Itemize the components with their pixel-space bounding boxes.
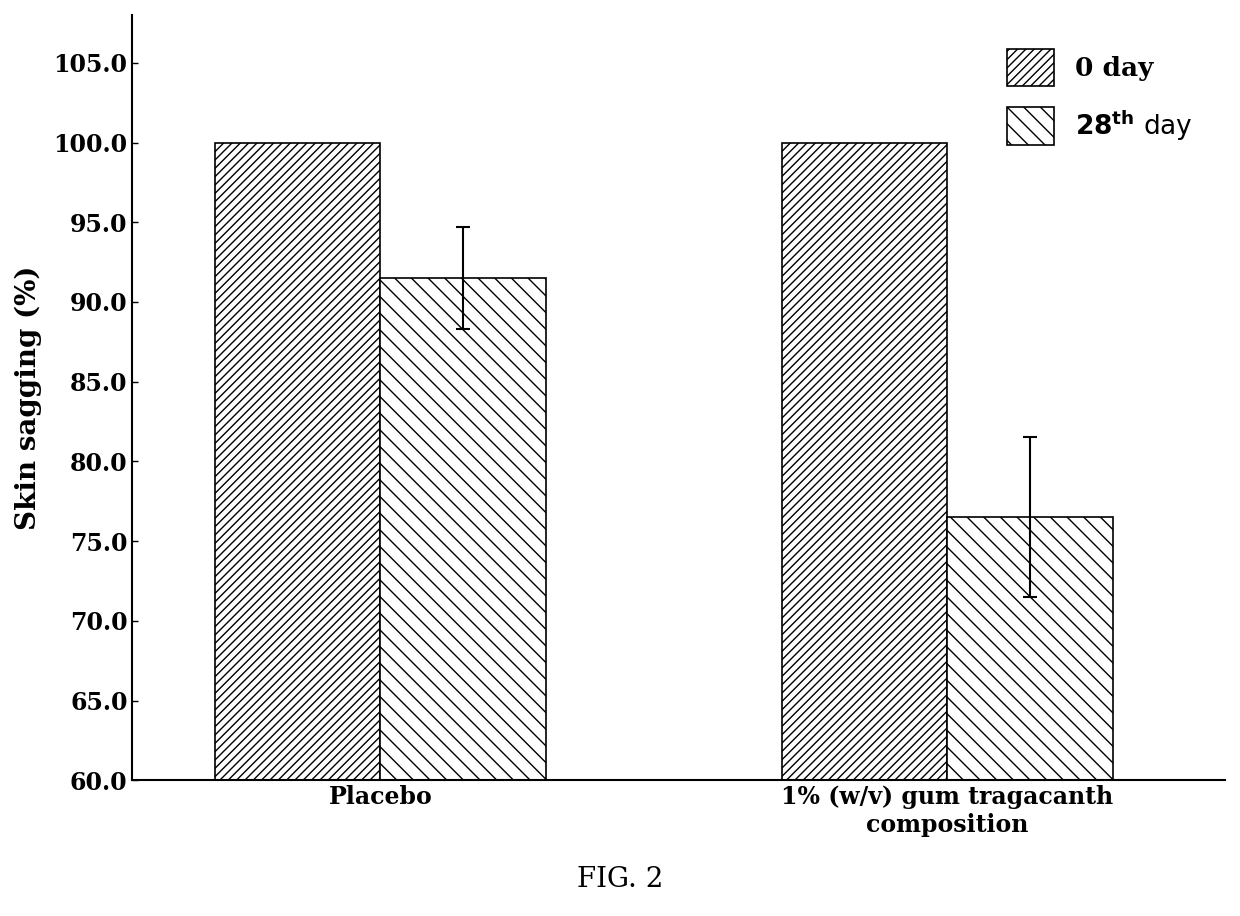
Bar: [947, 518, 1112, 780]
Text: FIG. 2: FIG. 2: [577, 866, 663, 893]
Y-axis label: Skin sagging (%): Skin sagging (%): [15, 266, 42, 529]
Bar: [381, 278, 546, 780]
Legend: 0 day, $\mathbf{28}^{\mathbf{th}}$ day: 0 day, $\mathbf{28}^{\mathbf{th}}$ day: [993, 36, 1207, 158]
Bar: [215, 143, 381, 780]
Bar: [782, 143, 947, 780]
